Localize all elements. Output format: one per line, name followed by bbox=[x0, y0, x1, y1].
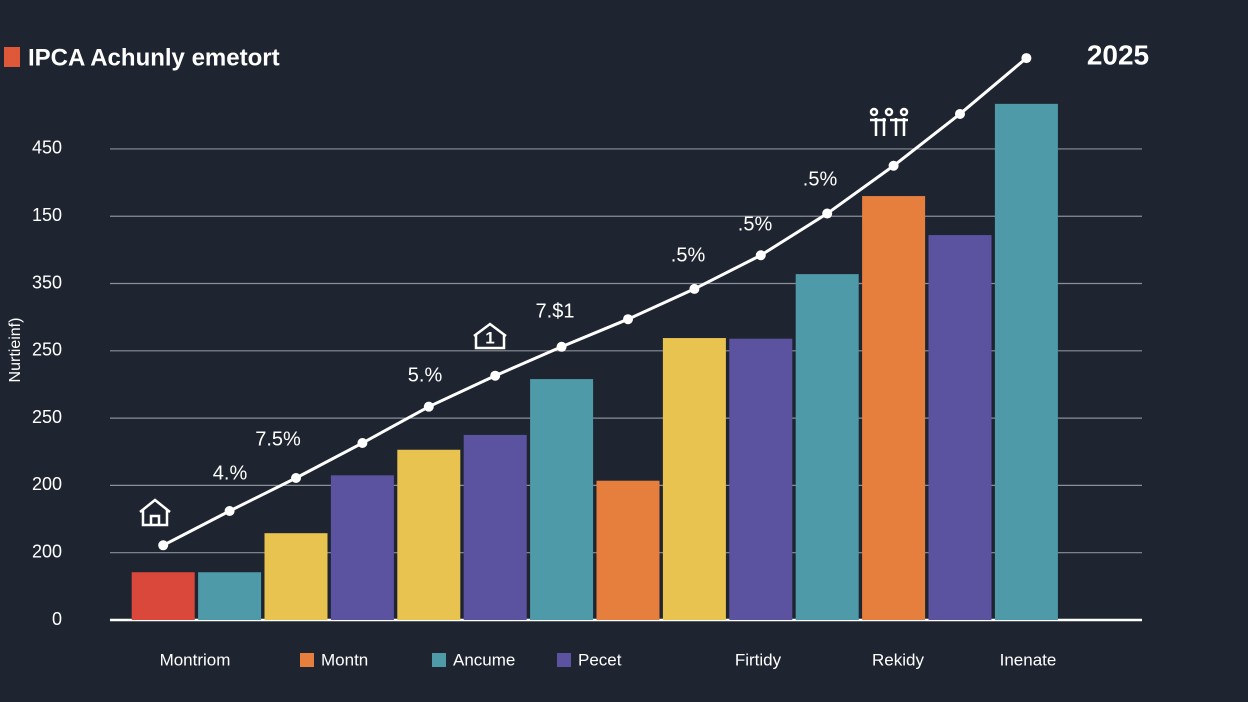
trend-marker bbox=[423, 401, 434, 412]
trend-line bbox=[162, 56, 1028, 547]
bar bbox=[994, 103, 1058, 620]
people-icon bbox=[884, 107, 894, 117]
bar bbox=[662, 338, 726, 620]
annotation: 4.% bbox=[213, 462, 248, 484]
icons bbox=[139, 107, 909, 527]
trend-marker bbox=[556, 341, 567, 352]
y-tick-label: 450 bbox=[32, 138, 62, 158]
y-tick-label: 250 bbox=[32, 407, 62, 427]
chart-title: IPCA Achunly emetort bbox=[28, 44, 280, 71]
y-axis-label: Nurtieinf) bbox=[7, 318, 24, 383]
trend-marker bbox=[291, 473, 301, 484]
legend-swatch bbox=[557, 653, 571, 667]
bar bbox=[463, 434, 527, 620]
legend-label: Rekidy bbox=[872, 650, 924, 669]
annotation: 7.5% bbox=[255, 428, 301, 450]
annotation: .5% bbox=[671, 244, 706, 266]
bar bbox=[729, 338, 793, 620]
trend-marker bbox=[357, 438, 368, 449]
y-tick-label: 250 bbox=[32, 340, 62, 360]
people-icon bbox=[869, 107, 879, 117]
bar bbox=[131, 572, 195, 620]
legend-label: Ancume bbox=[453, 650, 515, 669]
annotation: .5% bbox=[803, 168, 838, 190]
bar bbox=[397, 449, 461, 620]
trend-marker bbox=[158, 540, 169, 551]
y-tick-label: 350 bbox=[32, 272, 62, 292]
year-label: 2025 bbox=[1087, 39, 1149, 70]
legend-label: Firtidy bbox=[735, 650, 782, 669]
people-icon bbox=[870, 118, 908, 136]
trend-marker bbox=[1021, 53, 1032, 64]
title-swatch bbox=[4, 47, 20, 67]
annotation: 1 bbox=[485, 328, 494, 347]
trend-marker bbox=[490, 370, 501, 381]
y-tick-label: 150 bbox=[32, 205, 62, 225]
legend-swatch bbox=[300, 653, 314, 667]
legend-label: Montriom bbox=[160, 650, 231, 669]
bar bbox=[198, 572, 262, 620]
trend-marker bbox=[689, 283, 700, 294]
y-tick-label: 200 bbox=[32, 541, 62, 561]
annotation: 7.$1 bbox=[536, 300, 575, 322]
annotation: .5% bbox=[738, 213, 773, 235]
trend-marker bbox=[822, 208, 833, 219]
bar bbox=[264, 533, 328, 620]
legend-label: Montn bbox=[321, 650, 368, 669]
legend-swatch bbox=[432, 653, 446, 667]
trend-marker bbox=[955, 108, 965, 119]
bar bbox=[862, 196, 926, 620]
trend-marker bbox=[755, 250, 766, 261]
annotation: 5.% bbox=[408, 364, 443, 386]
trend-marker bbox=[623, 314, 633, 325]
bar bbox=[795, 274, 859, 620]
bar bbox=[530, 379, 594, 620]
y-tick-label: 0 bbox=[52, 609, 62, 629]
legend-label: Pecet bbox=[578, 650, 622, 669]
people-icon bbox=[899, 107, 909, 117]
house-icon bbox=[139, 498, 171, 527]
house-icon bbox=[473, 322, 507, 350]
trend-marker bbox=[224, 505, 235, 516]
y-tick-label: 200 bbox=[32, 474, 62, 494]
trend-marker bbox=[888, 160, 899, 171]
bar bbox=[928, 235, 992, 621]
legend-label: Inenate bbox=[1000, 650, 1057, 669]
bar bbox=[330, 475, 394, 620]
bar bbox=[596, 480, 660, 620]
